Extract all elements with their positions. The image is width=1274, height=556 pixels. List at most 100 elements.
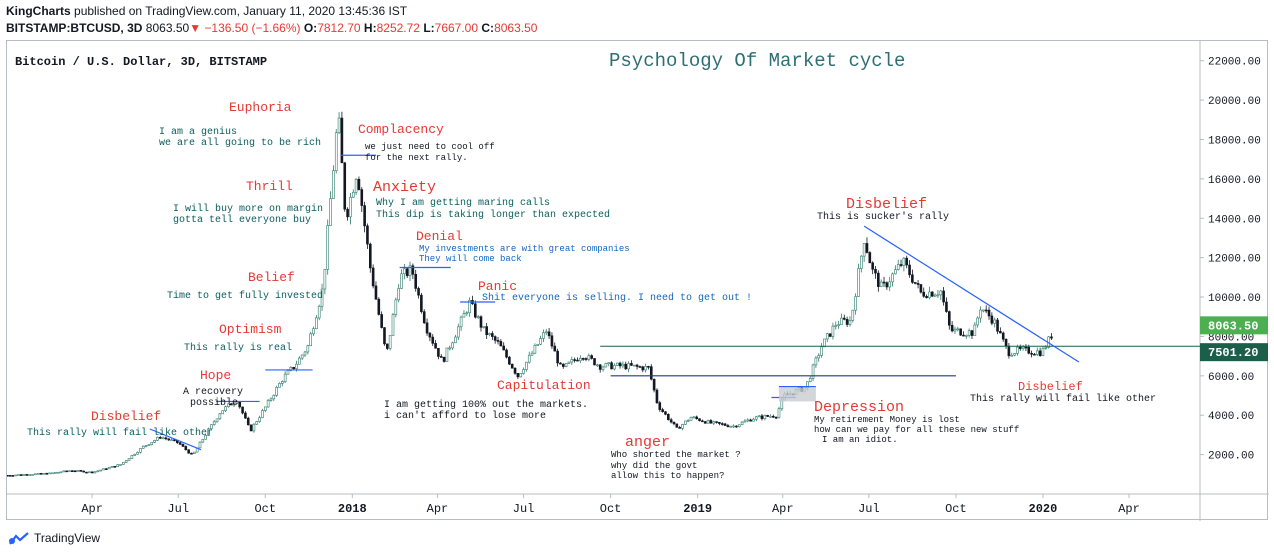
candle-body	[669, 419, 673, 423]
candle-body	[178, 442, 182, 445]
candle-body	[388, 335, 392, 349]
candle-body	[329, 198, 332, 226]
candle-body	[561, 363, 565, 367]
candle-body	[945, 301, 948, 312]
note-disbelief-1: This rally will fail like other	[27, 427, 213, 439]
price-change: −136.50 (−1.66%)	[204, 21, 301, 35]
candle-body	[354, 178, 358, 193]
candle-body	[542, 332, 545, 339]
candle-body	[760, 415, 764, 420]
last-price-badge: 8063.50	[1208, 319, 1258, 333]
candle-body	[156, 437, 159, 441]
depression-range-box[interactable]	[778, 387, 816, 402]
candle-body	[547, 331, 551, 337]
low-value: 7667.00	[434, 21, 479, 35]
candle-body	[502, 345, 505, 351]
phase-anger: anger	[625, 434, 670, 451]
candle-body	[252, 423, 256, 432]
candle-body	[167, 438, 171, 441]
candle-body	[351, 191, 355, 198]
candle-body	[1038, 350, 1042, 356]
y-tick-label: 6000.00	[1208, 372, 1254, 384]
candle-body	[533, 345, 537, 354]
candle-body	[635, 364, 639, 367]
phase-panic: Panic	[478, 279, 517, 294]
y-axis: 22000.00 20000.00 18000.00 16000.00 14000.00…	[1200, 57, 1261, 463]
candle-body	[913, 282, 917, 284]
candle-body	[647, 365, 650, 368]
candle-body	[53, 472, 57, 474]
annotations: Disbelief This rally will fail like other…	[27, 100, 1156, 481]
candle-body	[136, 451, 139, 455]
candle-body	[723, 423, 727, 426]
note-depression-2: how can we pay for all these new stuff	[814, 425, 1019, 435]
chart-frame[interactable]: Bitcoin / U.S. Dollar, 3D, BITSTAMP Psyc…	[5, 40, 1269, 521]
note-hope-2: possible	[190, 397, 238, 409]
candle-body	[346, 208, 349, 218]
descending-trendline[interactable]	[863, 225, 1080, 363]
chart-title: Psychology Of Market cycle	[609, 50, 905, 72]
candle-body	[298, 357, 301, 365]
candle-body	[911, 274, 914, 283]
candle-body	[76, 470, 80, 472]
candle-body	[965, 334, 968, 337]
candle-body	[278, 383, 281, 388]
candle-body	[266, 400, 270, 408]
candle-body	[922, 291, 926, 297]
candle-body	[908, 264, 911, 276]
candle-body	[862, 243, 866, 257]
candle-body	[508, 356, 511, 365]
candle-body	[73, 470, 77, 473]
candle-body	[522, 369, 525, 374]
candle-body	[31, 474, 34, 476]
candle-body	[1041, 348, 1045, 356]
candle-body	[621, 363, 625, 367]
candle-body	[190, 452, 193, 455]
candle-body	[238, 401, 242, 408]
candle-body	[99, 469, 102, 472]
candle-body	[93, 471, 97, 474]
x-tick-label: Apr	[81, 502, 103, 516]
candle-body	[246, 417, 250, 426]
candle-body	[715, 421, 718, 423]
phase-complacency: Complacency	[358, 122, 444, 137]
candle-body	[930, 291, 934, 297]
candle-body	[987, 309, 991, 317]
note-disbelief-3: This rally will fail like other	[970, 393, 1156, 405]
candle-body	[119, 464, 122, 466]
candle-body	[848, 320, 852, 325]
candle-body	[221, 410, 225, 415]
phase-disbelief-1: Disbelief	[91, 409, 161, 424]
candle-body	[959, 328, 962, 336]
candle-body	[286, 370, 290, 375]
y-tick-label: 10000.00	[1208, 293, 1261, 305]
disbelief-trendline[interactable]	[149, 428, 202, 451]
candle-body	[417, 288, 420, 296]
candle-body	[905, 257, 909, 266]
candle-body	[317, 305, 321, 319]
low-label: L:	[423, 21, 435, 35]
candle-body	[468, 299, 471, 314]
candle-body	[334, 132, 338, 171]
candle-body	[153, 440, 156, 443]
candle-body	[808, 378, 812, 382]
candle-body	[718, 421, 721, 424]
candle-body	[249, 424, 253, 432]
candle-body	[113, 466, 117, 468]
candle-body	[144, 445, 148, 447]
candle-body	[227, 403, 230, 407]
price-chart[interactable]: Bitcoin / U.S. Dollar, 3D, BITSTAMP Psyc…	[5, 41, 1269, 521]
candle-body	[854, 296, 857, 311]
candle-body	[1010, 354, 1014, 357]
candle-body	[769, 415, 772, 418]
note-belief: Time to get fully invested	[167, 290, 323, 302]
candle-body	[720, 423, 724, 425]
candle-body	[56, 471, 60, 474]
candle-body	[933, 294, 937, 297]
y-tick-label: 20000.00	[1208, 96, 1261, 108]
candle-body	[164, 437, 168, 440]
candle-body	[527, 354, 531, 363]
x-tick-label: Oct	[254, 502, 276, 516]
drawings	[149, 154, 1200, 451]
candle-body	[281, 381, 284, 384]
